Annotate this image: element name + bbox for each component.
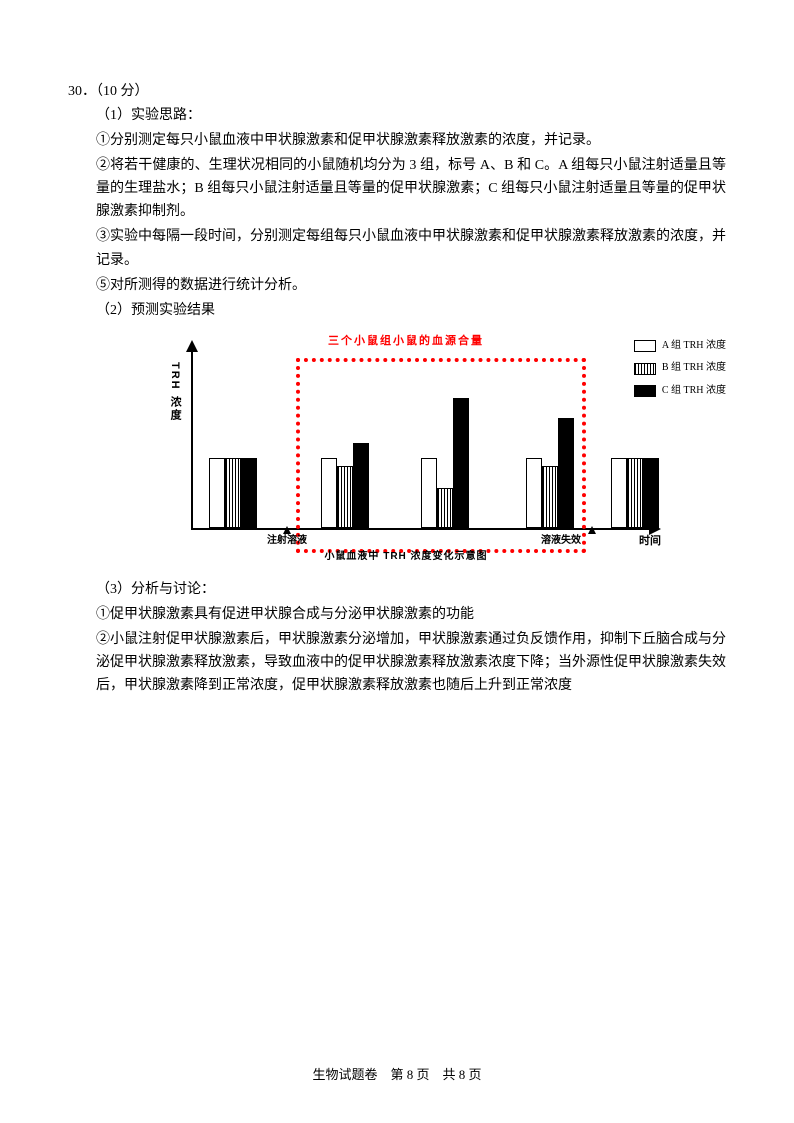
highlight-box (296, 358, 586, 553)
bar-white (611, 458, 627, 528)
chart-caption: 小鼠血液中 TRH 浓度变化示意图 (136, 549, 676, 566)
marker2-icon (588, 526, 596, 534)
s3-point1: ①促甲状腺激素具有促进甲状腺合成与分泌甲状腺激素的功能 (96, 603, 726, 626)
s2-title: （2）预测实验结果 (96, 299, 726, 322)
s1-step2: ②将若干健康的、生理状况相同的小鼠随机均分为 3 组，标号 A、B 和 C。A … (96, 154, 726, 223)
legend-c-label: C 组 TRH 浓度 (662, 383, 726, 400)
x-axis-label: 时间 (639, 532, 661, 550)
bar-white (209, 458, 225, 528)
legend-b-label: B 组 TRH 浓度 (662, 360, 726, 377)
s3-title: （3）分析与讨论： (96, 578, 726, 601)
s3-point2: ②小鼠注射促甲状腺激素后，甲状腺激素分泌增加，甲状腺激素通过负反馈作用，抑制下丘… (96, 628, 726, 697)
s1-step3: ③实验中每隔一段时间，分别测定每组每只小鼠血液中甲状腺激素和促甲状腺激素释放激素… (96, 225, 726, 271)
marker2-label: 溶液失效 (541, 533, 581, 550)
trh-chart: 三个小鼠组小鼠的血源合量 A 组 TRH 浓度 B 组 TRH 浓度 C 组 T… (136, 332, 676, 572)
marker1-label: 注射溶液 (267, 533, 307, 550)
page-footer: 生物试题卷 第 8 页 共 8 页 (0, 1064, 794, 1083)
plot-area: 注射溶液 溶液失效 时间 (191, 350, 651, 530)
bar-black (241, 458, 257, 528)
bar-black (643, 458, 659, 528)
legend-a-label: A 组 TRH 浓度 (662, 338, 726, 355)
s1-step1: ①分别测定每只小鼠血液中甲状腺激素和促甲状腺激素释放激素的浓度，并记录。 (96, 129, 726, 152)
bar-hatch (225, 458, 241, 528)
s1-title: （1）实验思路： (96, 104, 726, 127)
question-number: 30．（10 分） (68, 80, 726, 100)
bar-hatch (627, 458, 643, 528)
y-axis-label: TRH 浓度 (166, 362, 184, 422)
s1-step5: ⑤对所测得的数据进行统计分析。 (96, 274, 726, 297)
